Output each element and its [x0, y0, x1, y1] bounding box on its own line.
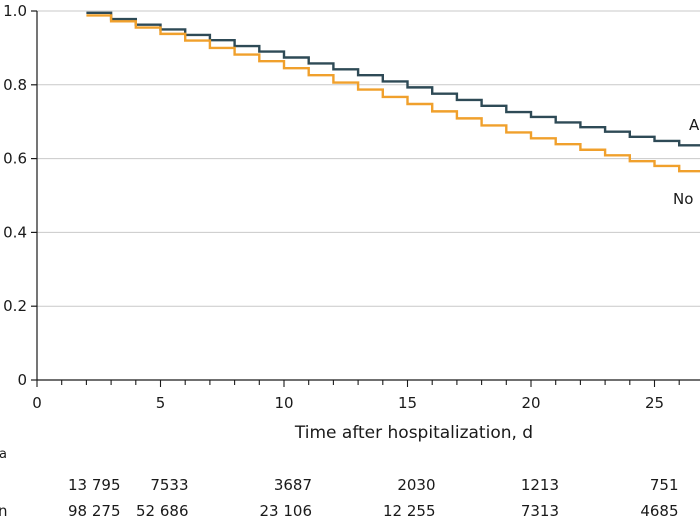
x-tick-label: 25 — [645, 394, 664, 412]
risk-table-cell: 7313 — [520, 502, 559, 520]
risk-table-cell: 52 686 — [136, 502, 189, 520]
series-label-no: No — [673, 190, 693, 208]
gridlines — [37, 10, 700, 307]
y-tick-label: 0.8 — [3, 76, 27, 94]
y-tick-label: 0 — [17, 371, 27, 389]
x-tick-label: 15 — [398, 394, 417, 412]
x-tick-label: 0 — [32, 394, 42, 412]
x-tick-label: 5 — [156, 394, 166, 412]
series-label-a: A — [689, 116, 700, 134]
series-line-no — [86, 14, 700, 173]
risk-table-cell: 23 106 — [259, 502, 313, 520]
y-tick-label: 0.6 — [3, 150, 27, 168]
y-tick-label: 1.0 — [3, 2, 27, 20]
risk-row-label: n — [0, 502, 8, 520]
x-tick-label: 10 — [274, 394, 293, 412]
risk-table-cell: 4685 — [640, 502, 679, 520]
axes — [36, 11, 700, 381]
risk-table-cell: 12 255 — [383, 502, 436, 520]
risk-table-cell: 7533 — [150, 476, 189, 494]
risk-table-header: a — [0, 447, 7, 462]
y-tick-label: 0.2 — [3, 297, 27, 315]
series: A No — [86, 11, 700, 208]
series-line-a — [86, 11, 700, 147]
y-tick-label: 0.4 — [3, 223, 27, 241]
ticks: 0 0.2 0.4 0.6 0.8 1.0 0 5 10 15 20 25 — [3, 2, 680, 412]
x-axis-title: Time after hospitalization, d — [294, 423, 533, 443]
risk-table-cell: 13 795 — [68, 476, 121, 494]
risk-table-cell: 98 275 — [68, 502, 121, 520]
x-tick-label: 20 — [521, 394, 540, 412]
risk-table-cell: 3687 — [273, 476, 312, 494]
risk-table-cell: 2030 — [397, 476, 436, 494]
risk-table-cell: 1213 — [520, 476, 559, 494]
risk-table-cell: 751 — [649, 476, 679, 494]
